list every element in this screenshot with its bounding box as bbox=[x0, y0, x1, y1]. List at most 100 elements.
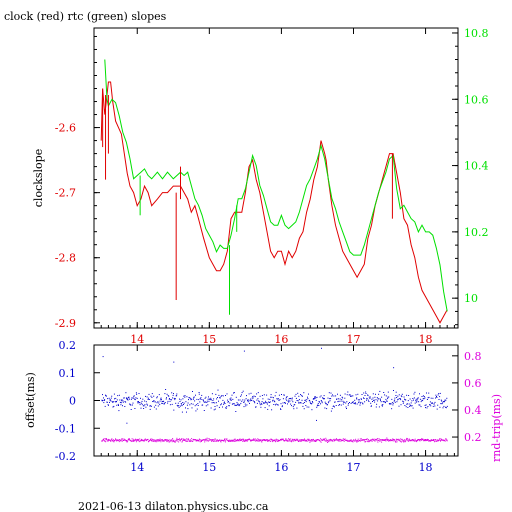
rnd-trip-point bbox=[328, 441, 330, 443]
rnd-trip-point bbox=[108, 440, 109, 442]
rnd-trip-point bbox=[364, 441, 366, 443]
rnd-trip-point bbox=[181, 438, 183, 440]
offset-point bbox=[361, 394, 363, 395]
rnd-trip-point bbox=[195, 439, 197, 441]
offset-point bbox=[122, 400, 124, 402]
offset-point bbox=[344, 393, 346, 395]
rnd-trip-point bbox=[259, 440, 260, 442]
rnd-trip-point bbox=[333, 438, 335, 440]
rnd-trip-point bbox=[243, 440, 245, 442]
rtc-slope-tick-label: 10.2 bbox=[464, 226, 489, 239]
rnd-trip-point bbox=[143, 439, 145, 441]
rnd-trip-point bbox=[344, 438, 346, 440]
offset-point bbox=[234, 404, 236, 406]
rnd-trip-point bbox=[286, 440, 288, 442]
rnd-trip-point bbox=[427, 438, 428, 440]
rnd-trip-point bbox=[381, 439, 383, 441]
offset-point bbox=[261, 401, 263, 403]
offset-point bbox=[185, 407, 186, 409]
offset-point bbox=[344, 397, 346, 399]
offset-point bbox=[337, 398, 339, 400]
rnd-trip-point bbox=[435, 439, 437, 441]
offset-point bbox=[328, 401, 330, 403]
offset-point bbox=[269, 402, 270, 403]
rnd-trip-point bbox=[275, 439, 277, 441]
slopes-x-tick-label: 14 bbox=[130, 333, 144, 346]
offset-point bbox=[379, 398, 381, 400]
offset-point bbox=[112, 401, 114, 403]
offset-point bbox=[270, 394, 272, 396]
offset-point bbox=[333, 405, 335, 407]
rnd-trip-point bbox=[298, 441, 299, 442]
offset-point bbox=[418, 404, 420, 406]
offset-point bbox=[321, 401, 323, 403]
offset-point bbox=[174, 399, 176, 401]
rnd-trip-point bbox=[403, 441, 405, 443]
offset-point bbox=[411, 405, 413, 407]
offset-point bbox=[317, 402, 319, 404]
offset-point bbox=[167, 395, 169, 397]
rnd-trip-point bbox=[325, 440, 327, 442]
offset-point bbox=[362, 403, 364, 405]
rnd-trip-point bbox=[399, 439, 401, 441]
offset-point bbox=[319, 396, 321, 398]
offset-point bbox=[114, 398, 115, 400]
rtc-slope-tick-label: 10 bbox=[464, 292, 478, 305]
rnd-trip-point bbox=[380, 439, 382, 440]
offset-point bbox=[286, 399, 288, 401]
offset-point bbox=[410, 404, 411, 406]
offset-point bbox=[130, 409, 132, 410]
offset-point bbox=[341, 396, 343, 398]
offset-point bbox=[387, 398, 389, 400]
rnd-trip-point bbox=[104, 438, 106, 440]
offset-point bbox=[107, 398, 109, 400]
offset-point bbox=[425, 407, 426, 409]
offset-point bbox=[275, 403, 277, 405]
offset-point bbox=[406, 403, 408, 405]
offset-point bbox=[400, 395, 402, 397]
rnd-trip-point bbox=[370, 440, 372, 442]
offset-point bbox=[199, 398, 201, 400]
rnd-trip-point bbox=[165, 439, 167, 441]
rnd-trip-point bbox=[308, 438, 310, 440]
rnd-trip-point bbox=[432, 439, 434, 440]
offset-point bbox=[188, 397, 190, 399]
offset-point bbox=[151, 393, 153, 395]
offset-point bbox=[158, 402, 160, 404]
rnd-trip-point bbox=[419, 439, 421, 440]
rnd-trip-point bbox=[198, 439, 199, 441]
rnd-trip-point bbox=[127, 440, 129, 442]
offset-point bbox=[256, 402, 258, 404]
offset-point bbox=[435, 394, 437, 396]
rnd-trip-point bbox=[304, 438, 305, 440]
offset-point bbox=[444, 399, 446, 401]
offset-point bbox=[196, 398, 198, 400]
offset-point bbox=[281, 405, 283, 407]
offset-point bbox=[348, 403, 349, 405]
offset-point bbox=[281, 394, 282, 395]
offset-point bbox=[202, 404, 204, 406]
offset-point bbox=[300, 402, 302, 404]
offset-point bbox=[147, 397, 149, 399]
rnd-trip-point bbox=[296, 439, 298, 441]
offset-point bbox=[225, 407, 227, 409]
offset-point bbox=[188, 399, 189, 401]
rnd-trip-point bbox=[158, 439, 160, 441]
offset-point bbox=[198, 393, 200, 395]
offset-point bbox=[339, 398, 341, 400]
rnd-trip-point bbox=[140, 440, 142, 442]
rnd-trip-point bbox=[112, 440, 114, 442]
rnd-trip-point bbox=[359, 438, 361, 440]
rnd-trip-point bbox=[114, 439, 116, 441]
offset-point bbox=[169, 400, 171, 402]
offset-point bbox=[245, 398, 247, 400]
offset-point bbox=[406, 403, 408, 405]
rnd-trip-point bbox=[276, 439, 278, 441]
offset-point bbox=[343, 401, 345, 403]
rnd-trip-point bbox=[405, 439, 407, 441]
rnd-trip-point bbox=[307, 438, 309, 440]
offset-point bbox=[190, 399, 192, 401]
offset-point bbox=[392, 404, 394, 406]
offset-point bbox=[428, 392, 430, 394]
offset-point bbox=[431, 403, 433, 404]
